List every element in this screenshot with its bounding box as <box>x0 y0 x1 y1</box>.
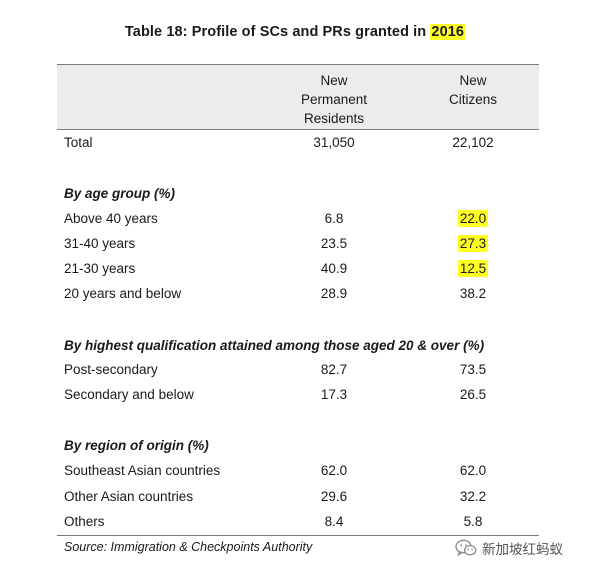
row-label: 21-30 years <box>64 261 136 276</box>
section-heading-qualification: By highest qualification attained among … <box>64 338 485 353</box>
highlighted-value: 27.3 <box>457 235 489 252</box>
row-value-citizens: 32.2 <box>459 489 487 504</box>
section-heading-region: By region of origin (%) <box>64 438 209 453</box>
table-row: Secondary and below 17.3 26.5 <box>57 385 539 405</box>
row-value-pr: 28.9 <box>320 286 348 301</box>
table-row: Southeast Asian countries 62.0 62.0 <box>57 461 539 481</box>
row-value-citizens: 73.5 <box>459 362 487 377</box>
column-header-new-permanent-residents: New Permanent Residents <box>300 73 368 126</box>
table-title: Table 18: Profile of SCs and PRs granted… <box>0 24 590 40</box>
row-label: Above 40 years <box>64 211 158 226</box>
row-label: Total <box>64 135 93 150</box>
table-row: 31-40 years 23.5 27.3 <box>57 234 539 254</box>
column-header-new-citizens: New Citizens <box>448 73 497 107</box>
table-title-year: 2016 <box>430 24 466 40</box>
highlighted-value: 22.0 <box>457 210 489 227</box>
table-row: Above 40 years 6.8 22.0 <box>57 209 539 229</box>
row-label: Secondary and below <box>64 387 194 402</box>
row-label: 31-40 years <box>64 236 136 251</box>
profile-table: New Permanent Residents New Citizens Tot… <box>57 64 539 529</box>
row-value-citizens: 12.5 <box>423 259 523 279</box>
row-value-citizens: 26.5 <box>459 387 487 402</box>
row-value-citizens: 27.3 <box>423 234 523 254</box>
row-value-citizens: 38.2 <box>459 286 487 301</box>
table-row: 21-30 years 40.9 12.5 <box>57 259 539 279</box>
table-header: New Permanent Residents New Citizens <box>57 64 539 130</box>
row-value-pr: 40.9 <box>320 261 348 276</box>
row-value-citizens: 22,102 <box>452 135 494 150</box>
row-label: Post-secondary <box>64 362 158 377</box>
row-label: Southeast Asian countries <box>64 463 221 478</box>
row-value-pr: 29.6 <box>320 489 348 504</box>
row-value-pr: 62.0 <box>320 463 348 478</box>
row-label: 20 years and below <box>64 286 182 301</box>
row-value-citizens: 5.8 <box>463 514 483 529</box>
table-row: Others 8.4 5.8 <box>57 512 539 532</box>
row-value-pr: 6.8 <box>324 211 344 226</box>
row-value-pr: 82.7 <box>320 362 348 377</box>
table-bottom-rule <box>57 535 539 536</box>
wechat-icon <box>455 539 477 557</box>
source-note: Source: Immigration & Checkpoints Author… <box>64 540 313 554</box>
row-label: Others <box>64 514 105 529</box>
row-value-pr: 31,050 <box>313 135 355 150</box>
table-row-total: Total 31,050 22,102 <box>57 133 539 153</box>
section-heading-age-group: By age group (%) <box>64 186 176 201</box>
row-value-pr: 8.4 <box>324 514 344 529</box>
highlighted-value: 12.5 <box>457 260 489 277</box>
row-value-citizens: 62.0 <box>459 463 487 478</box>
table-title-text: Table 18: Profile of SCs and PRs granted… <box>124 24 427 40</box>
row-value-pr: 23.5 <box>320 236 348 251</box>
table-row: Other Asian countries 29.6 32.2 <box>57 487 539 507</box>
table-row: 20 years and below 28.9 38.2 <box>57 284 539 304</box>
table-row: Post-secondary 82.7 73.5 <box>57 360 539 380</box>
watermark-text: 新加坡红蚂蚁 <box>482 542 563 558</box>
row-value-pr: 17.3 <box>320 387 348 402</box>
watermark: 新加坡红蚂蚁 <box>455 538 563 558</box>
row-label: Other Asian countries <box>64 489 194 504</box>
row-value-citizens: 22.0 <box>423 209 523 229</box>
